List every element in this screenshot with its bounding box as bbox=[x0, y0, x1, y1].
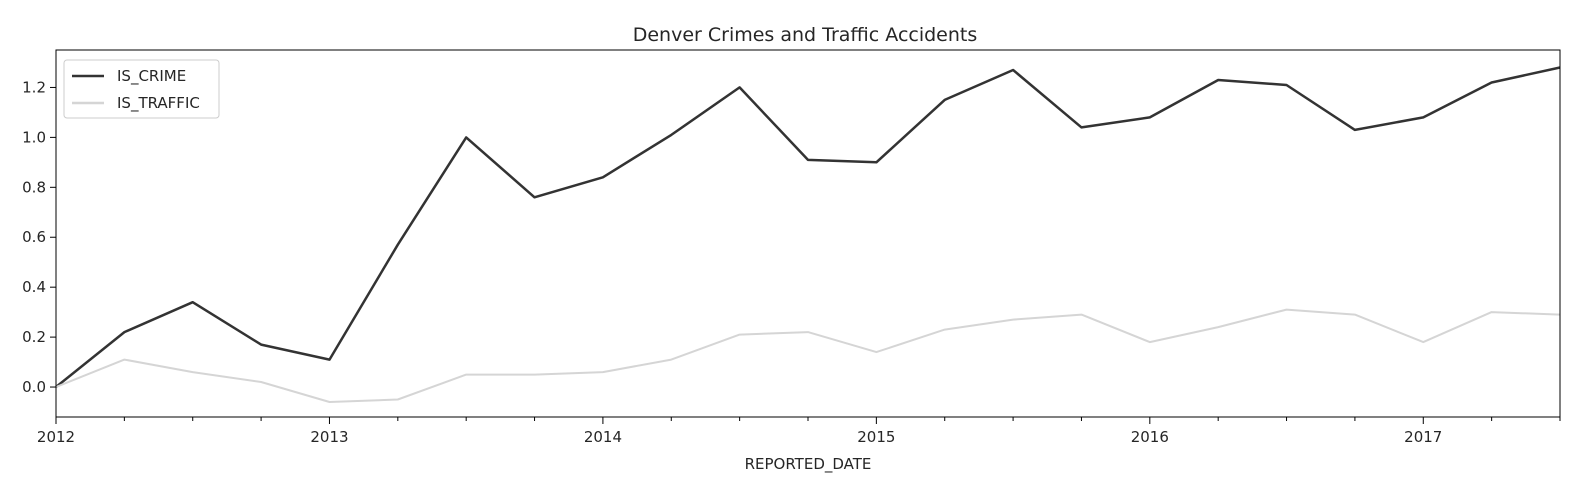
y-tick-label: 0.0 bbox=[22, 378, 46, 396]
plot-area bbox=[55, 49, 1561, 418]
x-tick-label: 2017 bbox=[1404, 428, 1442, 446]
x-axis-label: REPORTED_DATE bbox=[745, 455, 872, 474]
series-layer bbox=[55, 66, 1561, 403]
x-tick-label: 2016 bbox=[1131, 428, 1169, 446]
legend-label-is-traffic: IS_TRAFFIC bbox=[117, 94, 200, 113]
series-line-is-traffic bbox=[55, 308, 1561, 403]
y-tick-label: 0.4 bbox=[22, 278, 46, 296]
y-tick-label: 0.6 bbox=[22, 228, 46, 246]
y-tick-label: 1.0 bbox=[22, 128, 46, 146]
x-tick-label: 2015 bbox=[857, 428, 895, 446]
y-tick-label: 0.8 bbox=[22, 178, 46, 196]
y-tick-label: 0.2 bbox=[22, 328, 46, 346]
y-axis: 0.0 0.2 0.4 0.6 0.8 1.0 1.2 bbox=[22, 78, 56, 396]
y-tick-label: 1.2 bbox=[22, 78, 46, 96]
legend: IS_CRIME IS_TRAFFIC bbox=[63, 59, 220, 119]
x-tick-label: 2014 bbox=[584, 428, 622, 446]
chart-title: Denver Crimes and Traffic Accidents bbox=[633, 24, 978, 46]
plot-frame bbox=[55, 49, 1561, 418]
x-tick-label: 2012 bbox=[37, 428, 75, 446]
legend-label-is-crime: IS_CRIME bbox=[117, 67, 186, 86]
x-tick-label: 2013 bbox=[310, 428, 348, 446]
x-axis: 2012 2013 2014 2015 2016 2017 bbox=[37, 417, 1561, 446]
series-line-is-crime bbox=[55, 66, 1561, 388]
